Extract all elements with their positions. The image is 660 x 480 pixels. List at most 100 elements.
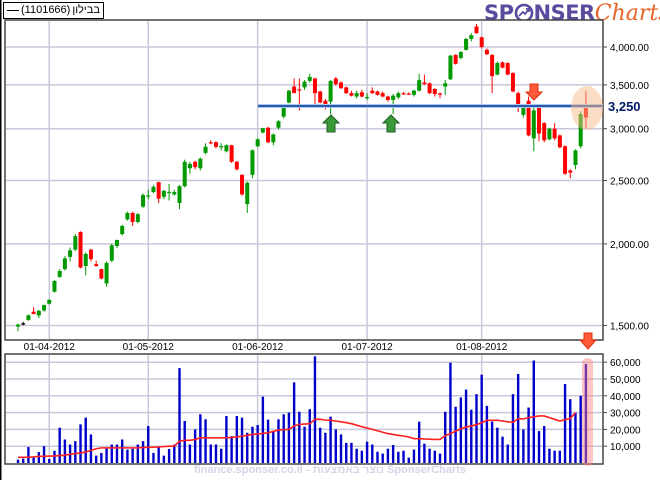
candle — [448, 54, 453, 81]
volume-bar — [230, 436, 233, 463]
candle — [484, 48, 489, 55]
volume-panel: 60,000 50,000 40,000 30,000 20,000 10,000 — [4, 353, 641, 465]
volume-bar — [397, 451, 400, 463]
volume-bar — [63, 439, 67, 463]
candle — [161, 189, 166, 200]
volume-bar — [287, 412, 291, 463]
candle — [125, 211, 130, 221]
candle-body — [365, 96, 370, 99]
volume-bar — [433, 450, 436, 463]
candle — [516, 91, 521, 113]
candle-body — [187, 163, 192, 169]
volume-bar — [454, 406, 457, 463]
price-tick-label: 1,500.00 — [610, 322, 649, 333]
candle-body — [578, 113, 583, 147]
volume-ma-line — [18, 412, 577, 459]
candle-body — [208, 142, 213, 144]
candle-body — [172, 192, 177, 195]
volume-bar — [157, 447, 160, 463]
candle-body — [26, 315, 31, 320]
candle-body — [281, 105, 286, 117]
candle — [203, 143, 208, 155]
candle — [469, 33, 474, 42]
volume-bar — [27, 447, 30, 463]
date-axis: 01-04-2012 01-05-2012 01-06-2012 01-07-2012… — [24, 342, 508, 353]
candle — [172, 189, 177, 196]
logo-text-charts: Charts — [594, 1, 660, 26]
price-tick-label: 2,000.00 — [610, 240, 649, 251]
candle — [302, 80, 307, 90]
candle-body — [526, 100, 531, 136]
volume-bar — [527, 407, 530, 463]
volume-bar — [292, 382, 296, 463]
candle — [114, 239, 119, 249]
candle — [286, 89, 291, 104]
volume-bar — [402, 450, 405, 463]
candle-body — [167, 191, 172, 194]
candle — [365, 93, 370, 100]
volume-bar — [204, 419, 207, 463]
candle-body — [88, 249, 93, 260]
candle — [245, 181, 250, 213]
volume-bar — [574, 412, 577, 463]
candle — [182, 159, 187, 188]
candle-body — [521, 107, 526, 115]
candle — [396, 91, 401, 100]
volume-bar — [558, 450, 562, 463]
volume-bar — [423, 443, 426, 463]
volume-bar — [470, 409, 473, 463]
candle — [349, 90, 354, 97]
candle-body — [271, 134, 276, 143]
volume-bar — [126, 449, 129, 463]
volume-bar — [105, 447, 108, 463]
candle-body — [453, 54, 458, 64]
candle-body — [422, 82, 427, 85]
volume-bar — [459, 397, 463, 463]
candle-body — [495, 63, 500, 75]
candle — [177, 185, 182, 210]
candle-body — [537, 107, 541, 134]
volume-bar — [391, 445, 395, 463]
volume-bar — [115, 444, 119, 463]
candle-body — [443, 83, 448, 87]
candle — [307, 73, 312, 83]
candle — [57, 269, 62, 278]
candle — [21, 321, 26, 326]
candle-body — [219, 146, 224, 148]
volume-tick-label: 20,000 — [610, 425, 641, 436]
candle-body — [104, 262, 109, 284]
volume-bar — [53, 450, 56, 463]
candle — [339, 81, 344, 90]
candle-body — [151, 186, 156, 193]
candle-body — [213, 142, 218, 147]
candle-body — [234, 161, 239, 170]
price-tick-label: 4,000.00 — [610, 43, 649, 54]
candle-body — [229, 145, 234, 162]
candle-body — [161, 190, 166, 197]
candle-body — [469, 35, 474, 39]
candle-body — [78, 231, 83, 268]
candle — [36, 309, 41, 319]
candle-body — [250, 150, 255, 175]
candle-body — [531, 110, 536, 139]
volume-bar — [214, 444, 218, 463]
volume-bar — [485, 405, 489, 463]
volume-bar — [303, 426, 306, 463]
candle — [510, 72, 515, 93]
candle-body — [240, 174, 245, 195]
candle-body — [370, 90, 375, 94]
volume-bar — [272, 431, 275, 463]
outer-border-left — [0, 0, 2, 480]
candle — [552, 123, 557, 141]
candle-body — [333, 78, 338, 85]
candle-body — [427, 83, 432, 94]
candle — [208, 140, 213, 145]
volume-bar — [298, 411, 301, 463]
volume-bar — [100, 452, 103, 463]
candle — [104, 261, 109, 287]
volume-bar — [32, 457, 35, 463]
volume-bars — [16, 356, 588, 463]
volume-bar — [188, 444, 192, 463]
candle-body — [328, 80, 333, 102]
volume-bar — [334, 429, 338, 463]
